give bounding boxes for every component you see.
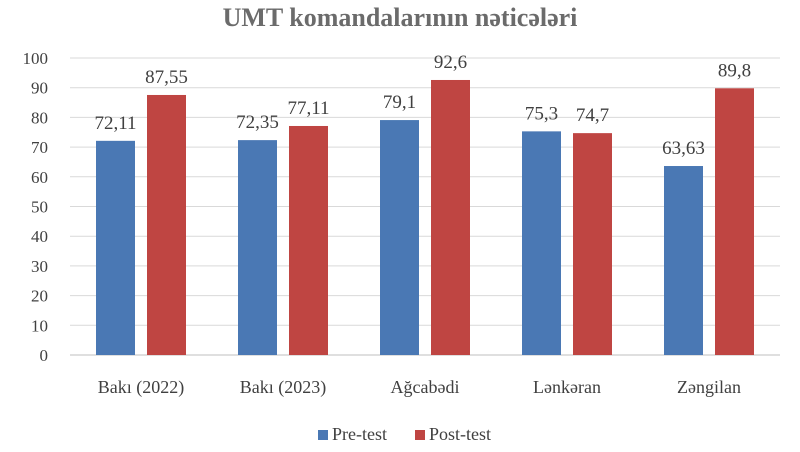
- x-category-label: Zəngilan: [677, 377, 741, 397]
- legend-label: Pre-test: [332, 424, 387, 444]
- gridlines: [70, 57, 780, 356]
- bar-post-test: [573, 133, 612, 355]
- bar-pre-test: [522, 131, 561, 355]
- bar-pre-test: [664, 166, 703, 355]
- x-category-label: Ağcabədi: [391, 377, 460, 397]
- x-category-label: Bakı (2023): [240, 377, 326, 398]
- data-label: 77,11: [287, 98, 329, 119]
- bar-pre-test: [380, 120, 419, 355]
- data-label: 75,3: [525, 103, 558, 124]
- legend: Pre-test Post-test: [318, 424, 491, 444]
- chart-title: UMT komandalarının nəticələri: [223, 3, 578, 32]
- data-label: 89,8: [718, 60, 751, 81]
- data-label: 92,6: [434, 52, 467, 73]
- data-label: 74,7: [576, 105, 609, 126]
- y-tick-label: 30: [31, 257, 48, 276]
- legend-label: Post-test: [429, 424, 491, 444]
- y-tick-label: 0: [40, 346, 49, 365]
- data-labels: 72,11 87,55 72,35 77,11 79,1 92,6 75,3 74,7 63,6…: [94, 52, 751, 159]
- y-tick-label: 20: [31, 287, 48, 306]
- y-tick-label: 60: [31, 168, 48, 187]
- y-tick-label: 80: [31, 108, 48, 127]
- data-label: 87,55: [145, 67, 188, 88]
- data-label: 72,35: [236, 112, 279, 133]
- y-tick-label: 90: [31, 79, 48, 98]
- y-tick-label: 70: [31, 138, 48, 157]
- bars: [96, 79, 754, 355]
- bar-post-test: [431, 79, 470, 355]
- x-axis-categories: Bakı (2022) Bakı (2023) Ağcabədi Lənkəran Zə…: [98, 377, 741, 398]
- bar-post-test: [147, 94, 186, 355]
- data-label: 72,11: [94, 113, 136, 134]
- bar-pre-test: [238, 140, 277, 355]
- bar-pre-test: [96, 140, 135, 355]
- y-tick-label: 40: [31, 227, 48, 246]
- legend-swatch: [318, 430, 328, 440]
- data-label: 63,63: [662, 138, 705, 159]
- y-tick-label: 50: [31, 198, 48, 217]
- legend-swatch: [415, 430, 425, 440]
- bar-post-test: [715, 88, 754, 355]
- bar-post-test: [289, 125, 328, 355]
- y-tick-label: 10: [31, 316, 48, 335]
- x-category-label: Bakı (2022): [98, 377, 184, 398]
- y-axis-ticks: 0 10 20 30 40 50 60 70 80 90 100: [23, 49, 49, 365]
- x-category-label: Lənkəran: [533, 377, 601, 397]
- y-tick-label: 100: [23, 49, 49, 68]
- data-label: 79,1: [383, 92, 416, 113]
